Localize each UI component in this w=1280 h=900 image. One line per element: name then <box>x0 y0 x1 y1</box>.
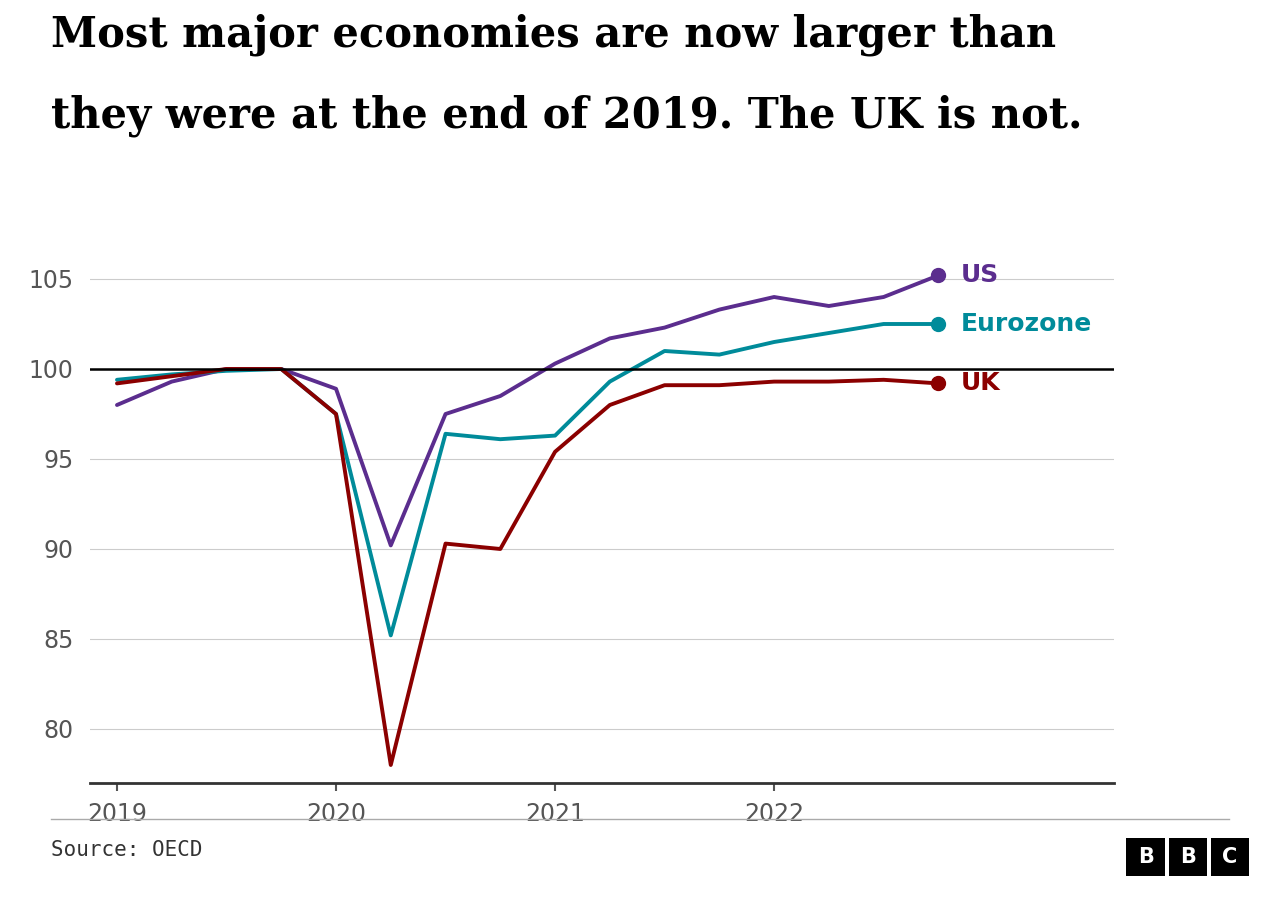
Text: Most major economies are now larger than: Most major economies are now larger than <box>51 14 1056 56</box>
Text: C: C <box>1222 847 1238 867</box>
Text: Eurozone: Eurozone <box>960 312 1092 336</box>
Text: they were at the end of 2019. The UK is not.: they were at the end of 2019. The UK is … <box>51 94 1083 137</box>
Text: B: B <box>1138 847 1153 867</box>
Text: US: US <box>960 264 998 287</box>
Text: B: B <box>1180 847 1196 867</box>
Text: UK: UK <box>960 372 1000 395</box>
Text: Source: OECD: Source: OECD <box>51 841 202 860</box>
